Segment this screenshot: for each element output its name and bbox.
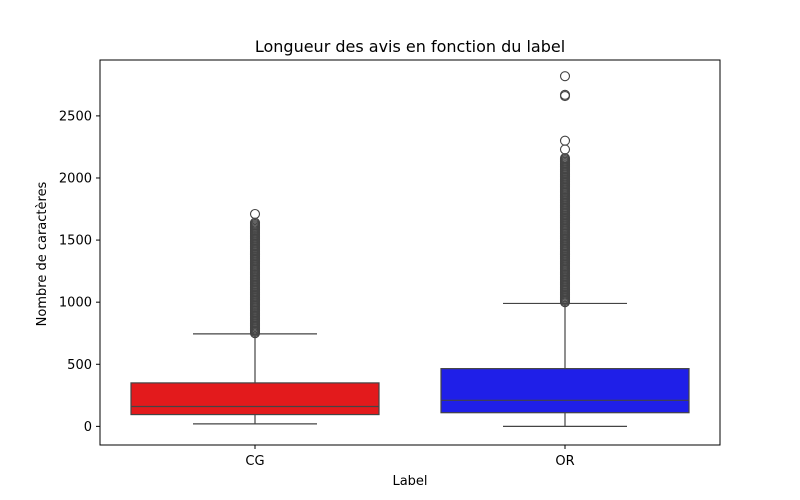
y-tick-label: 2500 (59, 109, 92, 124)
outlier-point-or (559, 144, 571, 155)
plot-frame (99, 59, 721, 446)
box-cg (130, 382, 380, 416)
x-axis-label: Label (392, 474, 427, 489)
x-tick-label-cg: CG (245, 454, 264, 469)
box-or (440, 368, 690, 414)
y-tick-label: 1500 (59, 234, 92, 249)
y-tick-label: 1000 (59, 296, 92, 311)
y-tick-label: 500 (67, 358, 92, 373)
y-axis-label: Nombre de caractères (35, 181, 50, 326)
plot-area: 0 500 1000 1500 2000 2500 CG OR (59, 59, 721, 469)
chart-title: Longueur des avis en fonction du label (255, 37, 565, 56)
outlier-point-or (559, 89, 571, 100)
y-tick-label: 2000 (59, 171, 92, 186)
outlier-point-cg (249, 208, 261, 220)
outlier-point-or (559, 135, 571, 146)
y-tick-label: 0 (84, 420, 92, 435)
outlier-point-or (559, 71, 571, 82)
x-tick-label-or: OR (555, 454, 574, 469)
